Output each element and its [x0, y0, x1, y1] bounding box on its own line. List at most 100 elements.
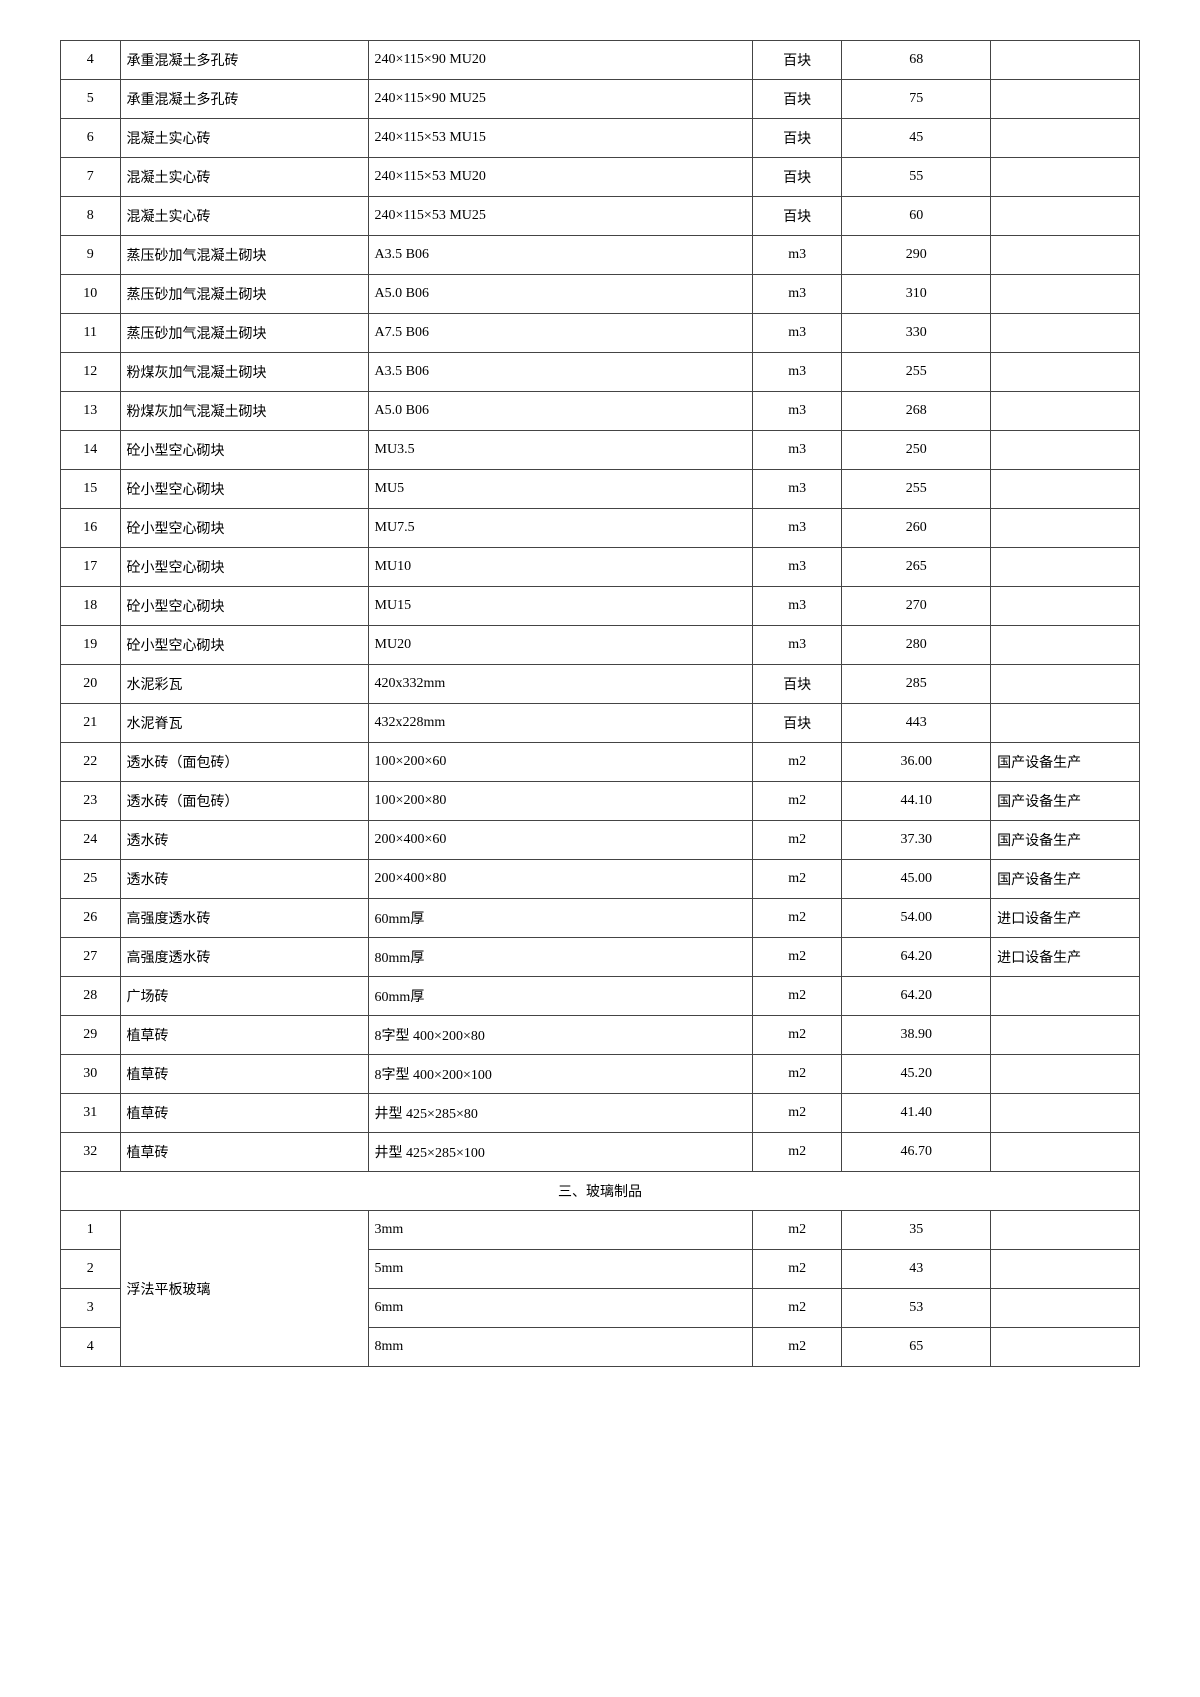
cell-unit: m3	[753, 626, 842, 665]
cell-index: 2	[61, 1250, 121, 1289]
cell-index: 4	[61, 1328, 121, 1367]
cell-spec: A5.0 B06	[368, 392, 752, 431]
cell-price: 64.20	[842, 938, 991, 977]
cell-unit: m3	[753, 470, 842, 509]
cell-index: 9	[61, 236, 121, 275]
cell-unit: m2	[753, 782, 842, 821]
cell-unit: m2	[753, 977, 842, 1016]
cell-note: 国产设备生产	[991, 782, 1140, 821]
table-row: 9蒸压砂加气混凝土砌块A3.5 B06m3290	[61, 236, 1140, 275]
table-row: 23透水砖（面包砖）100×200×80m244.10国产设备生产	[61, 782, 1140, 821]
cell-name: 透水砖	[120, 860, 368, 899]
cell-price: 45	[842, 119, 991, 158]
cell-price: 44.10	[842, 782, 991, 821]
cell-unit: m2	[753, 743, 842, 782]
cell-unit: m2	[753, 1328, 842, 1367]
cell-index: 23	[61, 782, 121, 821]
cell-price: 250	[842, 431, 991, 470]
cell-unit: 百块	[753, 197, 842, 236]
cell-spec: 200×400×80	[368, 860, 752, 899]
cell-index: 28	[61, 977, 121, 1016]
cell-name: 高强度透水砖	[120, 938, 368, 977]
table-row: 32植草砖井型 425×285×100m246.70	[61, 1133, 1140, 1172]
cell-note	[991, 1328, 1140, 1367]
cell-note	[991, 977, 1140, 1016]
cell-index: 8	[61, 197, 121, 236]
cell-index: 27	[61, 938, 121, 977]
cell-note	[991, 236, 1140, 275]
cell-name: 植草砖	[120, 1094, 368, 1133]
cell-note	[991, 470, 1140, 509]
cell-note	[991, 1094, 1140, 1133]
cell-index: 14	[61, 431, 121, 470]
cell-price: 46.70	[842, 1133, 991, 1172]
cell-spec: 80mm厚	[368, 938, 752, 977]
cell-index: 5	[61, 80, 121, 119]
cell-price: 53	[842, 1289, 991, 1328]
cell-price: 36.00	[842, 743, 991, 782]
cell-name: 高强度透水砖	[120, 899, 368, 938]
cell-spec: A3.5 B06	[368, 236, 752, 275]
cell-unit: m2	[753, 899, 842, 938]
cell-note	[991, 353, 1140, 392]
table-row: 13粉煤灰加气混凝土砌块A5.0 B06m3268	[61, 392, 1140, 431]
cell-name: 蒸压砂加气混凝土砌块	[120, 275, 368, 314]
cell-spec: 井型 425×285×100	[368, 1133, 752, 1172]
cell-spec: A5.0 B06	[368, 275, 752, 314]
cell-spec: MU20	[368, 626, 752, 665]
cell-spec: MU15	[368, 587, 752, 626]
table-row: 25透水砖200×400×80m245.00国产设备生产	[61, 860, 1140, 899]
cell-price: 270	[842, 587, 991, 626]
cell-price: 268	[842, 392, 991, 431]
cell-spec: 60mm厚	[368, 899, 752, 938]
cell-note: 国产设备生产	[991, 860, 1140, 899]
table-row: 7混凝土实心砖240×115×53 MU20百块55	[61, 158, 1140, 197]
cell-price: 65	[842, 1328, 991, 1367]
table-row: 24透水砖200×400×60m237.30国产设备生产	[61, 821, 1140, 860]
cell-index: 30	[61, 1055, 121, 1094]
table-row: 19砼小型空心砌块MU20m3280	[61, 626, 1140, 665]
cell-spec: 100×200×80	[368, 782, 752, 821]
cell-price: 260	[842, 509, 991, 548]
cell-name: 广场砖	[120, 977, 368, 1016]
table-row: 27高强度透水砖80mm厚m264.20进口设备生产	[61, 938, 1140, 977]
cell-index: 25	[61, 860, 121, 899]
table-row: 28广场砖60mm厚m264.20	[61, 977, 1140, 1016]
cell-price: 55	[842, 158, 991, 197]
cell-name: 水泥脊瓦	[120, 704, 368, 743]
table-row: 18砼小型空心砌块MU15m3270	[61, 587, 1140, 626]
cell-name: 植草砖	[120, 1133, 368, 1172]
cell-index: 7	[61, 158, 121, 197]
cell-name: 砼小型空心砌块	[120, 470, 368, 509]
cell-spec: MU3.5	[368, 431, 752, 470]
cell-unit: 百块	[753, 704, 842, 743]
cell-name: 透水砖	[120, 821, 368, 860]
cell-spec: 240×115×90 MU20	[368, 41, 752, 80]
cell-index: 18	[61, 587, 121, 626]
cell-spec: 60mm厚	[368, 977, 752, 1016]
cell-price: 75	[842, 80, 991, 119]
table-row: 11蒸压砂加气混凝土砌块A7.5 B06m3330	[61, 314, 1140, 353]
table-row: 5承重混凝土多孔砖240×115×90 MU25百块75	[61, 80, 1140, 119]
cell-price: 68	[842, 41, 991, 80]
cell-index: 4	[61, 41, 121, 80]
cell-note	[991, 704, 1140, 743]
cell-unit: 百块	[753, 80, 842, 119]
cell-spec: 8字型 400×200×100	[368, 1055, 752, 1094]
cell-price: 290	[842, 236, 991, 275]
table-row: 14砼小型空心砌块MU3.5m3250	[61, 431, 1140, 470]
table-row: 12粉煤灰加气混凝土砌块A3.5 B06m3255	[61, 353, 1140, 392]
cell-price: 37.30	[842, 821, 991, 860]
cell-note	[991, 119, 1140, 158]
cell-unit: m3	[753, 587, 842, 626]
cell-price: 64.20	[842, 977, 991, 1016]
cell-price: 280	[842, 626, 991, 665]
cell-index: 20	[61, 665, 121, 704]
cell-index: 3	[61, 1289, 121, 1328]
cell-index: 11	[61, 314, 121, 353]
cell-unit: m2	[753, 1094, 842, 1133]
cell-name: 砼小型空心砌块	[120, 626, 368, 665]
cell-index: 31	[61, 1094, 121, 1133]
cell-price: 38.90	[842, 1016, 991, 1055]
table-row: 6混凝土实心砖240×115×53 MU15百块45	[61, 119, 1140, 158]
